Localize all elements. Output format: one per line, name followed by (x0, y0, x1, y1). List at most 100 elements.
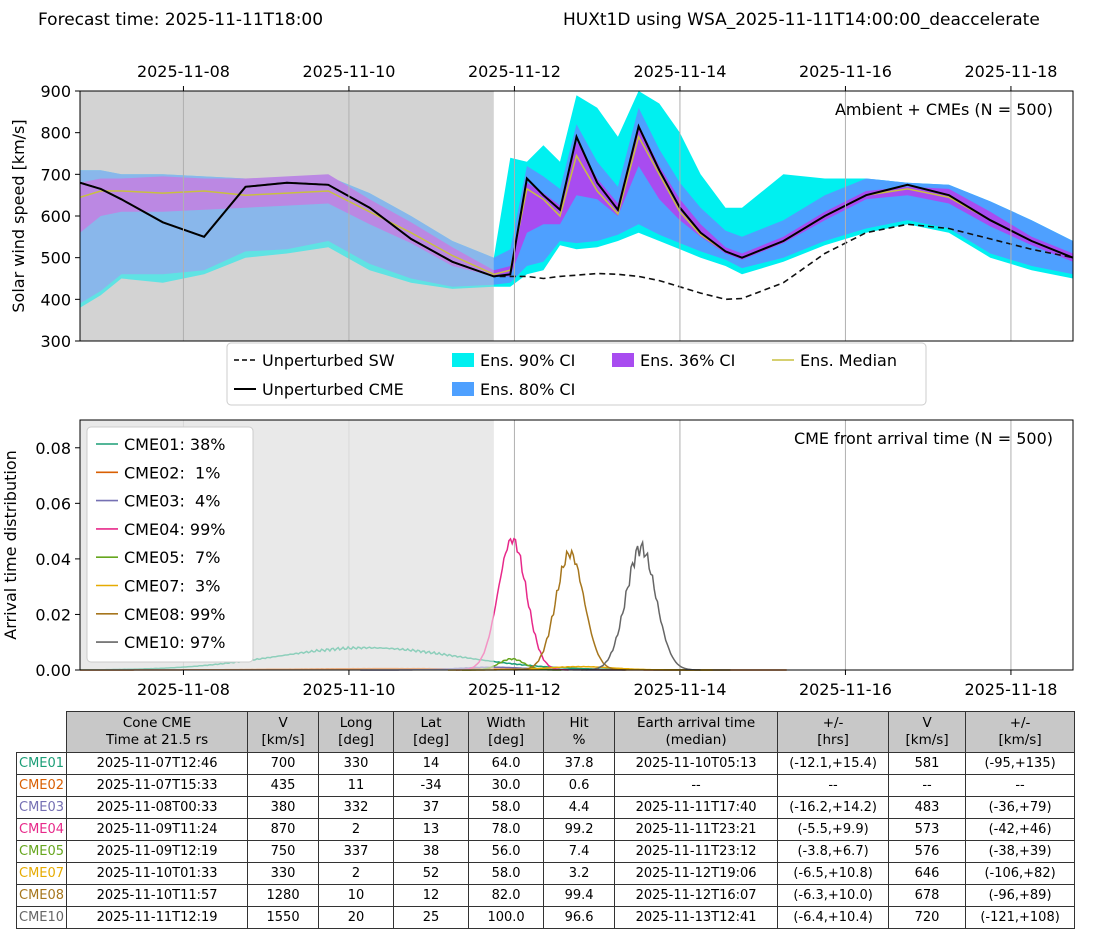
table-row: CME02 2025-11-07T15:33 435 11 -34 30.0 0.6 -- --… (15, 774, 1076, 797)
table-cell: 581 (888, 752, 967, 775)
table-header-line: +/- (822, 715, 844, 731)
table-cell: 0.6 (543, 774, 616, 797)
table-cell: 337 (318, 840, 395, 863)
legend2-label-cme01: CME01: 38% (124, 435, 225, 454)
table-cell: 12 (393, 884, 470, 907)
table-cell: 2025-11-09T11:24 (66, 818, 249, 841)
table-cell: 78.0 (468, 818, 545, 841)
legend-ci90-label: Ens. 90% CI (480, 351, 575, 370)
cme-table: Cone CME Time at 21.5 rs V [km/s] Long [deg] L… (15, 711, 1076, 929)
table-cell: 483 (888, 796, 967, 819)
table-cell: (-96,+89) (965, 884, 1076, 907)
table-cell: (-121,+108) (965, 906, 1076, 929)
table-header-line: Width (486, 715, 526, 731)
table-row-label: CME08 (15, 884, 68, 907)
table-cell: (-95,+135) (965, 752, 1076, 775)
table-cell: 435 (247, 774, 320, 797)
chart2-x-tick-label: 2025-11-12 (468, 680, 561, 699)
table-cell: 332 (318, 796, 395, 819)
chart2-frame (79, 419, 1074, 671)
chart2-x-tick-label: 2025-11-16 (799, 680, 892, 699)
table-cell: 2025-11-07T12:46 (66, 752, 249, 775)
table-cell: -- (888, 774, 967, 797)
table-cell: (-42,+46) (965, 818, 1076, 841)
table-cell: 13 (393, 818, 470, 841)
arrival-curve-cme08 (513, 548, 627, 671)
table-header-line: [deg] (338, 732, 375, 748)
chart2-y-tick-label: 0.06 (35, 494, 71, 513)
table-cell: 96.6 (543, 906, 616, 929)
table-cell: 870 (247, 818, 320, 841)
legend2-label-cme10: CME10: 97% (124, 633, 225, 652)
unperturbed-cme-line (80, 123, 1073, 278)
chart1-y-tick-label: 600 (40, 207, 71, 226)
chart1-x-tick-label: 2025-11-08 (137, 62, 230, 81)
table-header-row: Cone CME Time at 21.5 rs V [km/s] Long [deg] L… (16, 711, 1076, 753)
table-header-cell: Long [deg] (318, 711, 395, 753)
table-cell: 2 (318, 862, 395, 885)
table-cell: 2025-11-12T19:06 (614, 862, 779, 885)
table-header-cell: V [km/s] (888, 711, 967, 753)
table-cell: 30.0 (468, 774, 545, 797)
table-cell: 3.2 (543, 862, 616, 885)
table-cell: 82.0 (468, 884, 545, 907)
legend-unperturbed-sw-label: Unperturbed SW (262, 351, 395, 370)
table-cell: (-12.1,+15.4) (777, 752, 890, 775)
table-header-cell: Width [deg] (468, 711, 545, 753)
table-cell: 10 (318, 884, 395, 907)
legend2-box (86, 426, 254, 663)
table-cell: 38 (393, 840, 470, 863)
chart2-x-tick-label: 2025-11-10 (302, 680, 395, 699)
table-header-line: Long (339, 715, 373, 731)
table-cell: 678 (888, 884, 967, 907)
table-row: CME07 2025-11-10T01:33 330 2 52 58.0 3.2 2025-1… (15, 862, 1076, 885)
chart2-x-tick-label: 2025-11-08 (137, 680, 230, 699)
table-cell: 58.0 (468, 796, 545, 819)
legend-ci36-label: Ens. 36% CI (640, 351, 735, 370)
table-header-line: [km/s] (261, 732, 305, 748)
table-cell: 2025-11-11T12:19 (66, 906, 249, 929)
table-cell: -34 (393, 774, 470, 797)
chart2-x-tick-label: 2025-11-18 (964, 680, 1057, 699)
chart1-y-tick-label: 300 (40, 332, 71, 351)
table-header-line: Lat (420, 715, 442, 731)
table-cell: (-6.4,+10.4) (777, 906, 890, 929)
table-row: CME04 2025-11-09T11:24 870 2 13 78.0 99.2 2025-… (15, 818, 1076, 841)
table-row: CME05 2025-11-09T12:19 750 337 38 56.0 7.4 2025… (15, 840, 1076, 863)
table-cell: 7.4 (543, 840, 616, 863)
table-cell: 2025-11-11T23:21 (614, 818, 779, 841)
table-row-label: CME04 (15, 818, 68, 841)
table-header-line: [hrs] (817, 732, 849, 748)
legend-box (226, 342, 927, 406)
table-cell: 37.8 (543, 752, 616, 775)
table-header-line: Time at 21.5 rs (106, 732, 209, 748)
table-cell: 2025-11-08T00:33 (66, 796, 249, 819)
table-cell: (-38,+39) (965, 840, 1076, 863)
table-row-label: CME05 (15, 840, 68, 863)
legend-median-label: Ens. Median (800, 351, 897, 370)
table-header-cell: +/- [km/s] (965, 711, 1076, 753)
table-cell: 750 (247, 840, 320, 863)
table-cell: 330 (247, 862, 320, 885)
table-cell: 720 (888, 906, 967, 929)
chart1-x-tick-label: 2025-11-16 (799, 62, 892, 81)
table-cell: (-3.8,+6.7) (777, 840, 890, 863)
table-header-line: (median) (665, 732, 727, 748)
table-cell: (-6.3,+10.0) (777, 884, 890, 907)
table-cell: 56.0 (468, 840, 545, 863)
table-cell: 25 (393, 906, 470, 929)
table-cell: 2025-11-11T23:12 (614, 840, 779, 863)
table-cell: -- (965, 774, 1076, 797)
table-cell: 573 (888, 818, 967, 841)
table-cell: 99.4 (543, 884, 616, 907)
table-cell: 2025-11-10T05:13 (614, 752, 779, 775)
table-header-line: V (278, 715, 288, 731)
chart1-y-tick-label: 900 (40, 82, 71, 101)
table-header-line: Cone CME (122, 715, 192, 731)
chart2-y-tick-label: 0.02 (35, 605, 71, 624)
table-cell: -- (614, 774, 779, 797)
chart2-y-tick-label: 0.08 (35, 439, 71, 458)
table-header-line: Earth arrival time (636, 715, 756, 731)
legend-ci36-marker (612, 353, 634, 367)
table-row-label: CME01 (15, 752, 68, 775)
